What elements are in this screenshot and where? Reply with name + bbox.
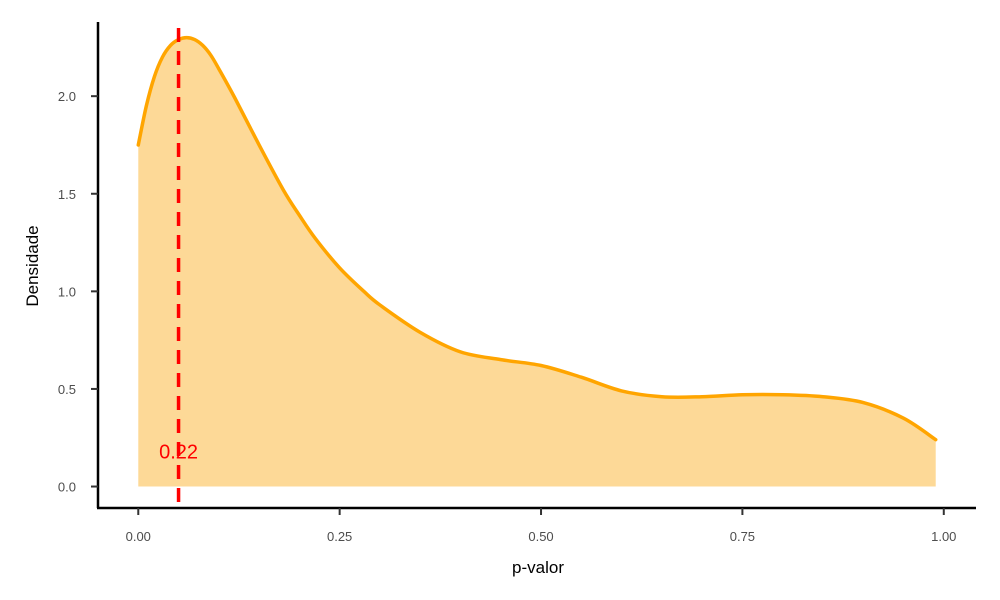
x-tick-label: 0.50 — [528, 529, 553, 544]
x-axis-title: p-valor — [512, 558, 564, 577]
x-tick-label: 0.75 — [730, 529, 755, 544]
y-tick-label: 0.0 — [58, 480, 76, 495]
x-tick-label: 0.00 — [126, 529, 151, 544]
x-tick-label: 1.00 — [931, 529, 956, 544]
y-tick-label: 1.5 — [58, 187, 76, 202]
reference-annotation: 0.22 — [159, 441, 198, 463]
x-axis-ticks: 0.00 0.25 0.50 0.75 1.00 — [126, 508, 956, 544]
y-axis-title: Densidade — [23, 225, 42, 306]
y-tick-label: 0.5 — [58, 382, 76, 397]
x-tick-label: 0.25 — [327, 529, 352, 544]
y-tick-label: 2.0 — [58, 89, 76, 104]
density-area-fill — [138, 37, 936, 487]
y-axis-ticks: 0.0 0.5 1.0 1.5 2.0 — [58, 89, 98, 495]
y-tick-label: 1.0 — [58, 284, 76, 299]
density-curve-line — [136, 35, 938, 442]
